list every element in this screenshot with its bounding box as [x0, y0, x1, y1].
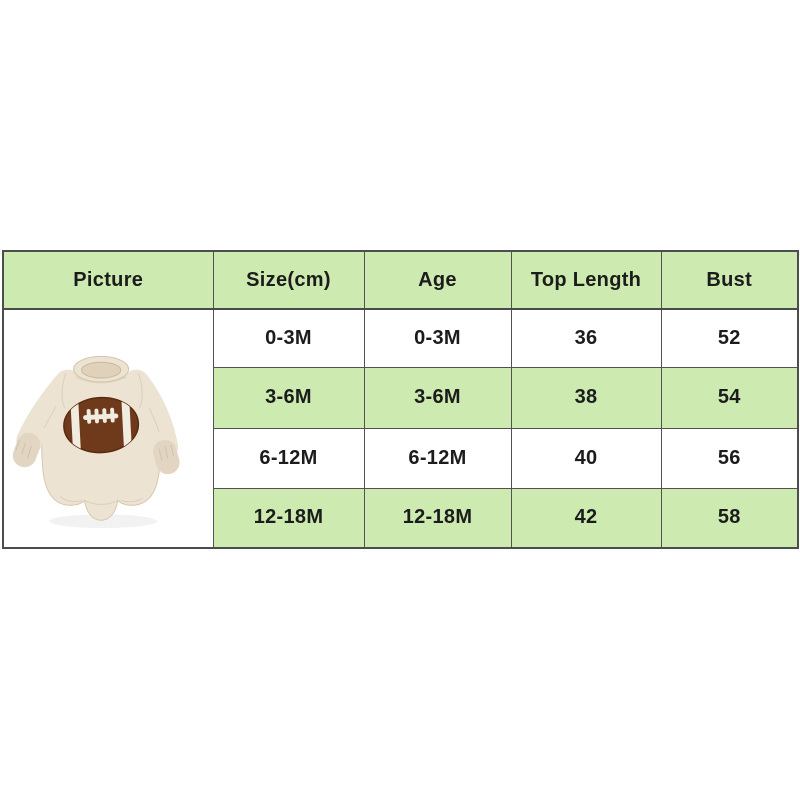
cell-top-length-row0: 36 — [510, 308, 662, 368]
cell-age-row3: 12-18M — [363, 487, 512, 549]
football-ball — [63, 396, 140, 453]
cell-bust-row2: 56 — [660, 427, 799, 489]
header-row: Picture Size(cm) Age Top Length Bust — [2, 250, 799, 310]
romper-left-cuff — [13, 432, 41, 467]
romper-right-cuff — [153, 439, 180, 474]
size-chart-table: Picture Size(cm) Age Top Length Bust — [2, 250, 799, 549]
table-row: 12-18M 12-18M 42 58 — [3, 487, 799, 549]
cell-age-row1: 3-6M — [363, 366, 512, 429]
cell-size-row2: 6-12M — [212, 427, 365, 489]
table-row: 6-12M 6-12M 40 56 — [3, 427, 799, 489]
collar-seam — [75, 376, 128, 383]
cell-age-row2: 6-12M — [363, 427, 512, 489]
header-cell-picture: Picture — [2, 250, 214, 310]
cell-size-row3: 12-18M — [212, 487, 365, 549]
cell-size-row1: 3-6M — [212, 366, 365, 429]
product-picture-cell — [2, 308, 214, 549]
table-row: 3-6M 3-6M 38 54 — [3, 366, 799, 429]
romper-seam-lines — [44, 372, 160, 505]
romper-collar-opening — [81, 361, 122, 378]
header-cell-top-length: Top Length — [510, 250, 662, 310]
header-cell-size: Size(cm) — [212, 250, 365, 310]
cell-age-row0: 0-3M — [363, 308, 512, 368]
cell-bust-row0: 52 — [660, 308, 799, 368]
cell-size-row0: 0-3M — [212, 308, 365, 368]
football-romper-image — [13, 355, 180, 528]
table-row: 0-3M 0-3M 36 52 — [2, 308, 799, 549]
cell-top-length-row2: 40 — [510, 427, 662, 489]
football-stripes — [70, 395, 133, 454]
football-patch — [63, 395, 140, 454]
football-laces — [83, 407, 119, 424]
cell-bust-row3: 58 — [660, 487, 799, 549]
cell-bust-row1: 54 — [660, 366, 799, 429]
header-cell-age: Age — [363, 250, 512, 310]
cuff-rib-lines — [15, 439, 175, 461]
cell-top-length-row1: 38 — [510, 366, 662, 429]
cell-top-length-row3: 42 — [510, 487, 662, 549]
header-cell-bust: Bust — [660, 250, 799, 310]
romper-shadow — [49, 513, 158, 528]
